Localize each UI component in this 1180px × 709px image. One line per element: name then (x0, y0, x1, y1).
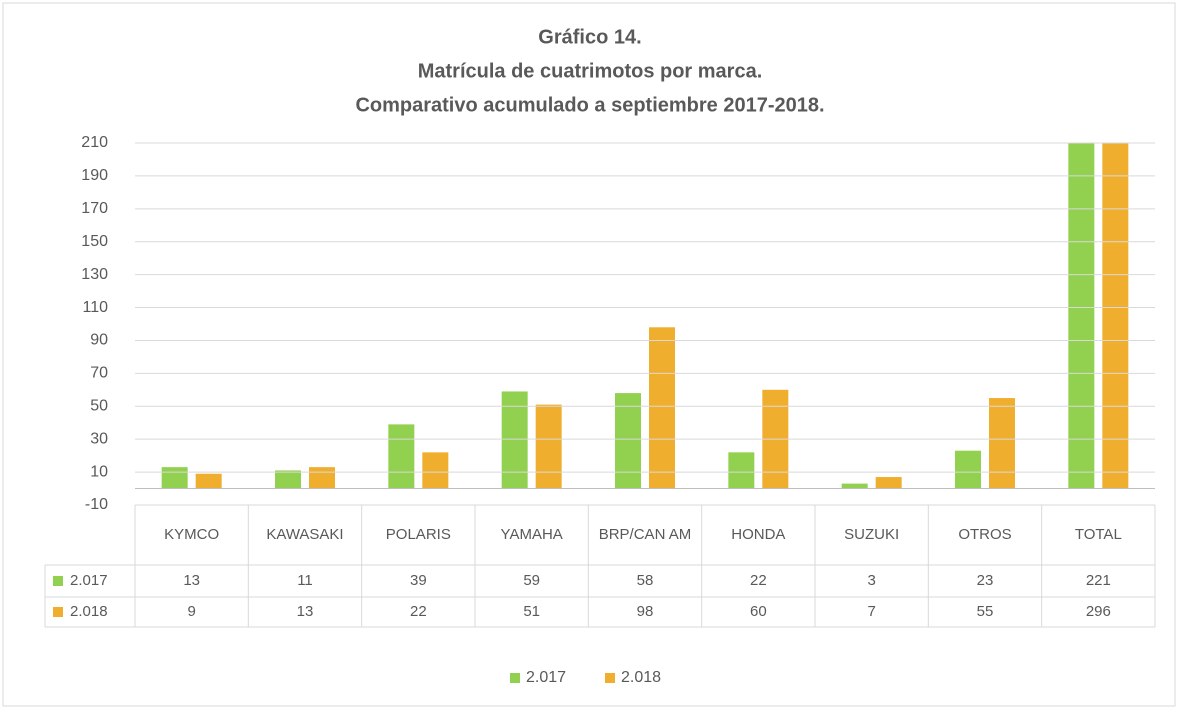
table-value: 98 (637, 603, 654, 620)
bar (388, 424, 415, 489)
bar (841, 483, 868, 489)
bar (728, 452, 755, 489)
bar (535, 404, 562, 489)
x-tick-label: KYMCO (164, 526, 220, 544)
y-tick-label: 110 (82, 299, 108, 316)
x-tick-label: BRP/CAN AM (598, 526, 692, 544)
bar (195, 473, 222, 489)
legend-label: 2.017 (526, 669, 566, 686)
x-tick-label: HONDA (731, 526, 786, 544)
bar (989, 398, 1015, 489)
y-tick-label: 30 (90, 430, 108, 447)
table-value: 22 (750, 572, 767, 589)
table-value: 7 (867, 603, 875, 620)
table-legend-key (53, 576, 63, 586)
bar (649, 327, 675, 489)
x-tick-label: POLARIS (385, 526, 451, 544)
legend-key (510, 673, 520, 683)
bar (955, 450, 981, 489)
bar (309, 467, 335, 489)
table-value: 221 (1086, 572, 1111, 589)
legend-label: 2.018 (621, 669, 661, 686)
y-tick-label: 90 (90, 332, 108, 349)
y-tick-label: 210 (81, 134, 108, 151)
x-tick-label-box: KYMCO (164, 526, 220, 544)
x-tick-label-box: BRP/CAN AM (598, 526, 692, 544)
table-value: 51 (523, 603, 540, 620)
chart-title: Comparativo acumulado a septiembre 2017-… (355, 94, 824, 116)
x-tick-label-box: SUZUKI (844, 526, 900, 544)
table-value: 23 (977, 572, 994, 589)
bars (161, 143, 1129, 489)
table-legend-key (53, 607, 63, 617)
y-tick-label: 190 (81, 167, 108, 184)
table-value: 13 (297, 603, 314, 620)
table-value: 296 (1086, 603, 1111, 620)
y-tick-label: -10 (85, 496, 108, 513)
table-value: 59 (523, 572, 540, 589)
table-value: 3 (867, 572, 875, 589)
x-tick-label: YAMAHA (500, 526, 563, 544)
bar (875, 477, 902, 489)
bar (161, 467, 188, 489)
table-value: 58 (637, 572, 654, 589)
table-value: 11 (297, 572, 313, 589)
y-tick-label: 70 (90, 365, 108, 382)
x-tick-label-box: TOTAL (1074, 526, 1122, 544)
x-tick-label: KAWASAKI (266, 526, 344, 544)
y-tick-label: 50 (90, 397, 108, 414)
y-tick-label: 130 (81, 266, 108, 283)
x-tick-label-box: YAMAHA (500, 526, 563, 544)
y-tick-label: 10 (90, 463, 108, 480)
table-value: 9 (187, 603, 195, 620)
table-value: 22 (410, 603, 427, 620)
bar (1068, 143, 1095, 489)
bar (275, 470, 301, 489)
chart-title: Matrícula de cuatrimotos por marca. (418, 60, 763, 82)
chart-title: Gráfico 14. (538, 26, 641, 48)
table-value: 13 (183, 572, 200, 589)
x-tick-label-box: OTROS (958, 526, 1012, 544)
y-tick-label: 170 (81, 200, 108, 217)
x-tick-label-box: KAWASAKI (266, 526, 344, 544)
table-series-name: 2.017 (70, 572, 108, 589)
table-value: 39 (410, 572, 427, 589)
table-series-name: 2.018 (70, 603, 108, 620)
x-tick-label: SUZUKI (844, 526, 900, 544)
bar (1102, 143, 1129, 489)
table-value: 60 (750, 603, 767, 620)
bar (422, 452, 449, 489)
legend-key (605, 673, 615, 683)
bar (615, 393, 641, 489)
x-tick-label-box: HONDA (731, 526, 786, 544)
x-tick-label: TOTAL (1074, 526, 1122, 544)
x-tick-label: OTROS (958, 526, 1012, 544)
table-value: 55 (977, 603, 994, 620)
x-tick-label-box: POLARIS (385, 526, 451, 544)
y-tick-label: 150 (81, 233, 108, 250)
